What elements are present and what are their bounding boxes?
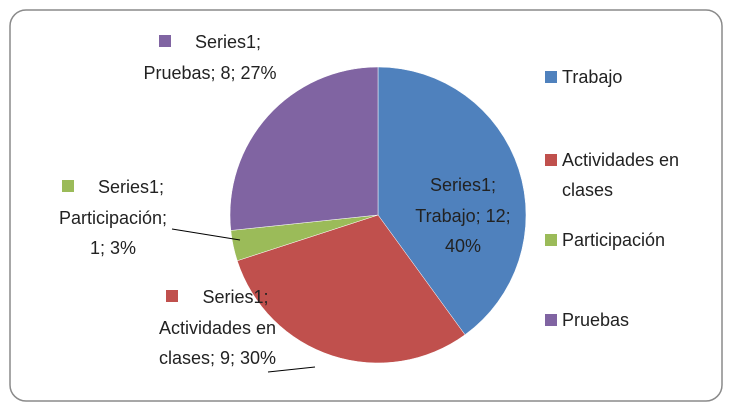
legend-marker — [545, 71, 557, 83]
data-label-text: Series1; Trabajo; 12; 40% — [415, 175, 511, 256]
data-label-text: Series1; Pruebas; 8; 27% — [143, 32, 277, 83]
data-label: Series1; Trabajo; 12; 40% — [408, 170, 518, 262]
data-label-text: Series1; Participación; 1; 3% — [58, 177, 168, 258]
label-marker — [158, 35, 171, 47]
legend-label: Trabajo — [562, 67, 623, 87]
legend-label: Actividades en clases — [562, 150, 680, 200]
label-marker — [61, 180, 74, 192]
data-label: Series1; Actividades en clases; 9; 30% — [150, 282, 285, 374]
legend-item: Actividades en clases — [545, 145, 715, 205]
pie — [229, 66, 527, 364]
data-label: Series1; Participación; 1; 3% — [52, 172, 174, 264]
legend-marker — [545, 314, 557, 326]
leader-line — [267, 366, 316, 373]
leader-line — [171, 228, 241, 241]
data-label-text: Series1; Actividades en clases; 9; 30% — [158, 287, 277, 368]
pie-slice — [377, 66, 527, 336]
pie-slice — [229, 66, 379, 231]
legend-marker — [545, 234, 557, 246]
legend-marker — [545, 154, 557, 166]
pie-slice — [236, 214, 466, 364]
label-marker — [166, 290, 179, 302]
data-label: Series1; Pruebas; 8; 27% — [125, 27, 295, 88]
legend-item: Trabajo — [545, 62, 715, 92]
legend-item: Participación — [545, 225, 715, 255]
legend-label: Participación — [562, 230, 666, 250]
legend-item: Pruebas — [545, 305, 715, 335]
legend-label: Pruebas — [562, 310, 630, 330]
